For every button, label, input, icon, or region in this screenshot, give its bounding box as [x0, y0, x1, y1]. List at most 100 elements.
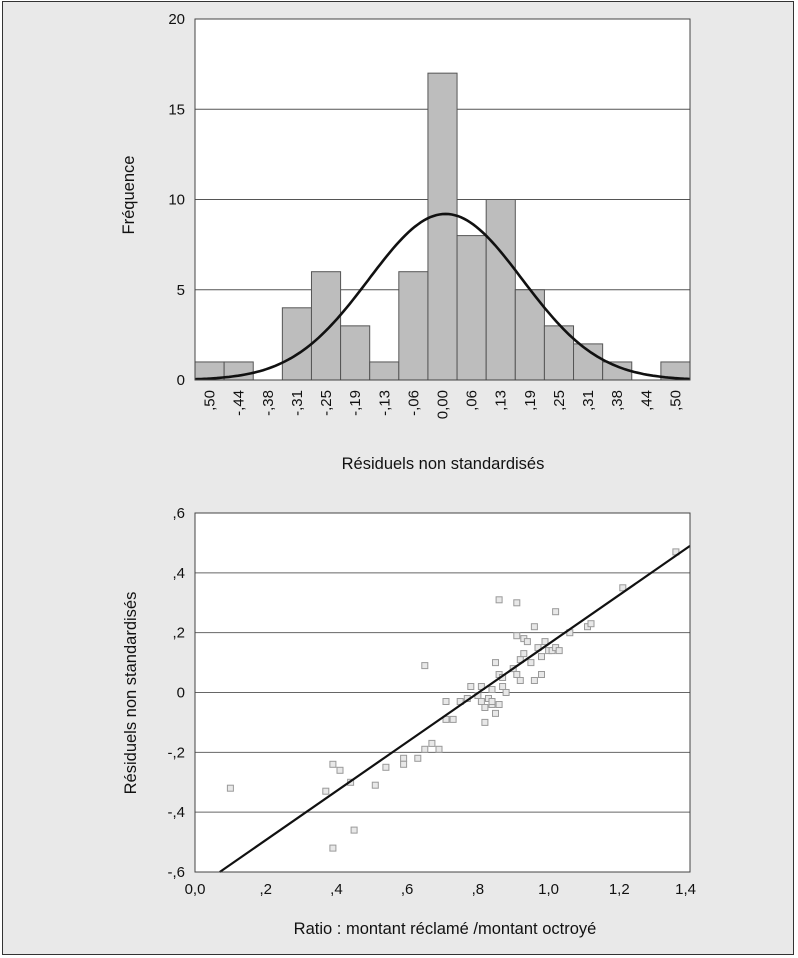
y-tick-label: ,2 [172, 625, 185, 642]
scatter-point [488, 698, 496, 705]
x-tick-label: 0,0 [185, 881, 206, 898]
scatter-point [226, 784, 234, 792]
scatter-point [481, 704, 489, 711]
histogram-bar [369, 361, 400, 381]
scatter-point [488, 686, 496, 693]
x-tick-label: ,4 [330, 881, 343, 898]
scatter-point [492, 709, 499, 717]
x-tick-label: ,50 [667, 390, 684, 411]
y-tick-label: 10 [168, 192, 185, 209]
y-tick-label: 5 [177, 282, 185, 299]
scatter-point [552, 608, 560, 616]
scatter-point [428, 739, 436, 747]
scatter-point [382, 763, 390, 771]
scatter-point [527, 659, 535, 667]
y-tick-label: 15 [168, 101, 185, 118]
y-tick-label: -,4 [167, 804, 185, 821]
scatter-point [336, 766, 344, 774]
scatter-point [371, 781, 379, 789]
scatter-point [477, 698, 485, 705]
histogram-bar [310, 271, 342, 381]
x-tick-label: 1,2 [609, 881, 630, 898]
y-tick-label: -,6 [167, 864, 185, 881]
scatter-point [530, 623, 538, 631]
scatter-point [435, 745, 443, 753]
x-tick-label: -,25 [318, 390, 335, 416]
scatter-point [495, 701, 503, 708]
scatter-y-axis-label: Résiduels non standardisés [122, 592, 140, 795]
scatter-point [513, 632, 521, 640]
x-tick-label: ,19 [522, 390, 539, 411]
x-tick-label: ,50 [202, 390, 219, 411]
y-tick-label: -,2 [167, 744, 185, 761]
histogram-bar [514, 289, 545, 381]
x-tick-label: -,44 [231, 390, 248, 416]
x-tick-label: -,19 [347, 390, 364, 416]
regression-line [219, 545, 691, 873]
x-tick-label: ,13 [493, 390, 510, 411]
scatter-point [414, 754, 422, 762]
y-tick-label: 20 [168, 11, 185, 28]
scatter-point [329, 760, 337, 768]
scatter-point [499, 683, 507, 690]
y-tick-label: ,4 [172, 565, 185, 582]
x-tick-label: ,38 [609, 390, 626, 411]
histogram-x-axis-label: Résiduels non standardisés [342, 455, 545, 473]
x-tick-label: 1,4 [675, 881, 696, 898]
histogram-bar [485, 199, 516, 381]
scatter-point [523, 638, 531, 646]
x-tick-label: 0,00 [435, 390, 452, 419]
x-tick-label: ,6 [401, 881, 414, 898]
scatter-x-axis-label: Ratio : montant réclamé /montant octroyé [294, 920, 597, 938]
scatter-x-ticks: 0,0 ,2 ,4 ,6 ,8 1,0 1,2 1,4 [185, 881, 696, 898]
scatter-chart: -,6 -,4 -,2 0 ,2 ,4 ,6 0,0 ,2 ,4 ,6 ,8 1,0 1,2 1,4 Ré… [122, 505, 696, 938]
histogram-chart: 0 5 10 15 20 ,50 -,44 -,38 -,31 -,25 -,19 -,13 -,06… [120, 11, 691, 473]
histogram-plot-frame [194, 18, 691, 381]
scatter-plot-frame [194, 512, 691, 873]
x-tick-label: ,8 [472, 881, 485, 898]
histogram-bar [427, 72, 458, 381]
scatter-point [400, 760, 408, 768]
scatter-point [513, 671, 521, 678]
x-tick-label: ,25 [551, 390, 568, 411]
scatter-point [502, 689, 510, 696]
scatter-point [350, 826, 358, 834]
scatter-y-ticks: -,6 -,4 -,2 0 ,2 ,4 ,6 [167, 505, 185, 881]
x-tick-label: ,06 [464, 390, 481, 411]
x-tick-label: -,13 [376, 390, 393, 416]
x-tick-label: ,31 [580, 390, 597, 411]
scatter-point [495, 596, 503, 604]
scatter-point [538, 653, 545, 661]
y-tick-label: 0 [177, 372, 185, 389]
x-tick-label: ,2 [259, 881, 272, 898]
scatter-point [555, 647, 563, 655]
x-tick-label: -,31 [289, 390, 306, 416]
scatter-point [449, 715, 457, 723]
scatter-point [329, 844, 337, 852]
scatter-point [516, 677, 524, 684]
scatter-point [538, 671, 545, 678]
scatter-point [541, 638, 549, 646]
x-tick-label: 1,0 [538, 881, 559, 898]
x-tick-label: -,38 [260, 390, 277, 416]
y-tick-label: ,6 [172, 505, 185, 522]
scatter-point [530, 677, 538, 684]
histogram-bar [281, 307, 312, 381]
scatter-point [442, 698, 450, 705]
x-tick-label: ,44 [638, 390, 655, 411]
histogram-x-ticks: ,50 -,44 -,38 -,31 -,25 -,19 -,13 -,06 0,00 ,06 ,1… [202, 390, 685, 419]
histogram-y-ticks: 0 5 10 15 20 [168, 11, 185, 389]
scatter-points [226, 548, 680, 852]
histogram-bar [340, 325, 371, 381]
scatter-point [513, 599, 521, 607]
x-tick-label: -,06 [405, 390, 422, 416]
scatter-point [421, 662, 429, 670]
scatter-point [587, 620, 595, 628]
normal-curve [194, 212, 691, 381]
histogram-y-axis-label: Fréquence [120, 156, 138, 235]
scatter-point [467, 683, 475, 690]
scatter-point [619, 584, 627, 592]
scatter-point [520, 650, 528, 658]
scatter-point [492, 659, 499, 667]
histogram-bar [398, 271, 429, 381]
